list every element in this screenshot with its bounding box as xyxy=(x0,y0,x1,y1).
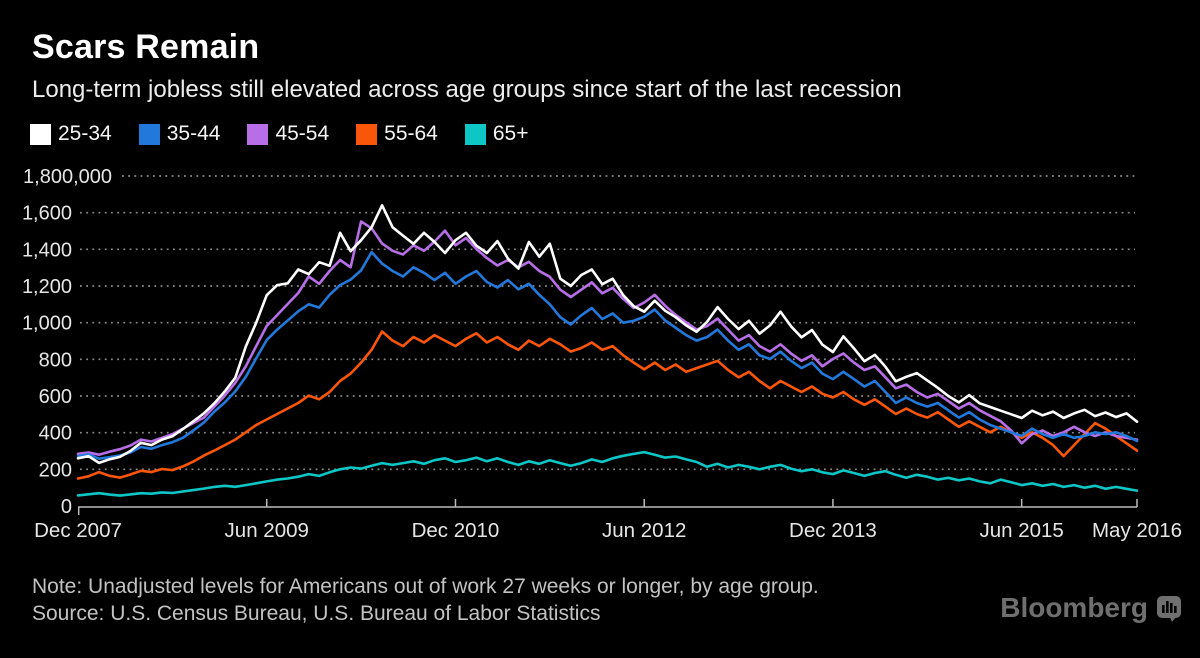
x-tick-label: Jun 2009 xyxy=(225,519,309,542)
legend: 25-34 35-44 45-54 55-64 65+ xyxy=(30,122,529,146)
legend-label-65plus: 65+ xyxy=(492,122,529,145)
bloomberg-terminal-icon xyxy=(1157,596,1181,622)
series-line-25-34 xyxy=(76,204,1139,465)
legend-swatch-25-34 xyxy=(30,123,51,145)
bloomberg-logo: Bloomberg xyxy=(1000,592,1182,624)
y-tick-label: 1,400 xyxy=(22,239,72,261)
series-line-65+ xyxy=(76,450,1139,497)
legend-label-25-34: 25-34 xyxy=(58,122,112,145)
chart-subtitle: Long-term jobless still elevated across … xyxy=(32,76,902,103)
legend-label-45-54: 45-54 xyxy=(275,122,330,145)
legend-item-35-44: 35-44 xyxy=(138,122,221,146)
x-tick-label: Dec 2013 xyxy=(789,519,877,542)
y-tick-label: 1,000 xyxy=(22,313,72,335)
legend-swatch-45-54 xyxy=(247,123,269,145)
legend-swatch-65plus xyxy=(464,123,486,145)
legend-item-55-64: 55-64 xyxy=(356,122,438,146)
y-tick-label: 1,600 xyxy=(22,203,72,225)
series-line-35-44 xyxy=(76,250,1139,461)
x-tick-label: Dec 2007 xyxy=(34,519,122,542)
page-title: Scars Remain xyxy=(32,28,260,66)
x-tick-label: Jun 2015 xyxy=(979,519,1063,542)
legend-label-35-44: 35-44 xyxy=(166,122,221,145)
legend-label-55-64: 55-64 xyxy=(384,122,438,145)
x-tick-label: Jun 2012 xyxy=(602,519,686,542)
y-tick-label: 600 xyxy=(39,386,72,408)
legend-item-25-34: 25-34 xyxy=(30,122,112,146)
legend-swatch-35-44 xyxy=(138,123,160,145)
series-line-55-64 xyxy=(76,330,1139,480)
chart-note: Note: Unadjusted levels for Americans ou… xyxy=(32,575,819,598)
y-tick-label: 400 xyxy=(39,423,72,445)
chart-source: Source: U.S. Census Bureau, U.S. Bureau … xyxy=(32,602,601,625)
x-tick-label: May 2016 xyxy=(1092,519,1182,542)
y-tick-label: 200 xyxy=(39,459,72,481)
y-tick-label: 1,200 xyxy=(22,276,72,298)
y-tick-label: 800 xyxy=(39,349,72,371)
legend-swatch-55-64 xyxy=(356,123,378,145)
series-line-45-54 xyxy=(76,220,1139,457)
y-tick-label: 1,800,000 xyxy=(23,166,112,188)
bloomberg-wordmark: Bloomberg xyxy=(1000,592,1148,623)
x-tick-label: Dec 2010 xyxy=(412,519,500,542)
legend-item-65plus: 65+ xyxy=(464,122,529,146)
y-tick-label: 0 xyxy=(61,496,72,518)
legend-item-45-54: 45-54 xyxy=(247,122,329,146)
